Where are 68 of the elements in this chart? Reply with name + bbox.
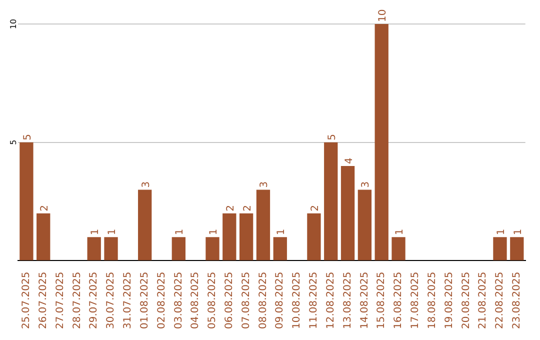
data-label: 1 — [394, 228, 406, 236]
bar — [20, 142, 34, 260]
bar — [358, 190, 372, 260]
x-tick-label: 14.08.2025 — [359, 272, 370, 330]
x-tick-label: 04.08.2025 — [190, 272, 202, 330]
data-label: 5 — [22, 134, 34, 140]
bar — [324, 142, 338, 260]
data-label: 2 — [242, 205, 254, 212]
bar — [374, 24, 388, 260]
x-tick-label: 02.08.2025 — [156, 272, 168, 330]
x-tick-label: 27.07.2025 — [54, 272, 66, 330]
x-tick-label: 06.08.2025 — [224, 272, 235, 330]
data-label: 2 — [310, 205, 321, 212]
data-label: 5 — [326, 134, 338, 140]
bar — [273, 237, 287, 260]
bar — [493, 237, 507, 260]
bar — [104, 237, 118, 260]
x-tick-label: 30.07.2025 — [106, 272, 117, 330]
x-tick-label: 25.07.2025 — [21, 272, 32, 330]
data-label: 2 — [225, 205, 236, 212]
bar — [510, 237, 524, 260]
x-tick-label: 19.08.2025 — [444, 272, 455, 330]
bar — [36, 213, 50, 260]
x-tick-label: 05.08.2025 — [207, 272, 218, 330]
x-tick-label: 16.08.2025 — [393, 272, 404, 330]
x-tick-label: 01.08.2025 — [139, 272, 150, 330]
bar — [239, 213, 254, 260]
data-label: 3 — [140, 181, 152, 188]
data-label: 3 — [360, 181, 372, 188]
bar — [340, 166, 355, 260]
x-tick-label: 29.07.2025 — [88, 272, 100, 330]
x-tick-label: 21.08.2025 — [478, 272, 489, 330]
data-label: 1 — [496, 228, 507, 236]
data-label: 1 — [90, 228, 102, 236]
x-tick-label: 28.07.2025 — [72, 272, 83, 330]
bar — [206, 237, 220, 260]
data-label: 2 — [39, 205, 50, 212]
bar — [392, 237, 406, 260]
bar — [138, 190, 152, 260]
x-tick-label: 12.08.2025 — [325, 272, 336, 330]
x-tick-label: 31.07.2025 — [122, 272, 134, 330]
data-label: 4 — [344, 158, 355, 164]
bar — [256, 190, 270, 260]
data-label: 1 — [107, 228, 118, 236]
x-tick-label: 07.08.2025 — [240, 272, 252, 330]
data-label: 1 — [512, 228, 524, 236]
x-tick-label: 13.08.2025 — [342, 272, 354, 330]
data-label: 1 — [208, 228, 220, 236]
bar — [87, 237, 101, 260]
x-tick-label: 17.08.2025 — [410, 272, 422, 330]
x-tick-label: 18.08.2025 — [426, 272, 438, 330]
bar — [172, 237, 186, 260]
bar — [307, 213, 321, 260]
data-label: 3 — [259, 181, 270, 188]
data-label: 1 — [174, 228, 186, 236]
x-tick-label: 20.08.2025 — [460, 272, 472, 330]
x-tick-label: 11.08.2025 — [308, 272, 320, 330]
data-label: 1 — [276, 228, 288, 236]
x-tick-label: 10.08.2025 — [292, 272, 303, 330]
x-tick-label: 03.08.2025 — [173, 272, 184, 330]
data-label: 10 — [378, 9, 389, 22]
x-tick-label: 15.08.2025 — [376, 272, 388, 330]
x-tick-label: 08.08.2025 — [258, 272, 269, 330]
bar — [222, 213, 236, 260]
x-tick-label: 22.08.2025 — [494, 272, 506, 330]
x-tick-label: 26.07.2025 — [38, 272, 49, 330]
x-tick-label: 09.08.2025 — [274, 272, 286, 330]
x-tick-label: 23.08.2025 — [511, 272, 522, 330]
